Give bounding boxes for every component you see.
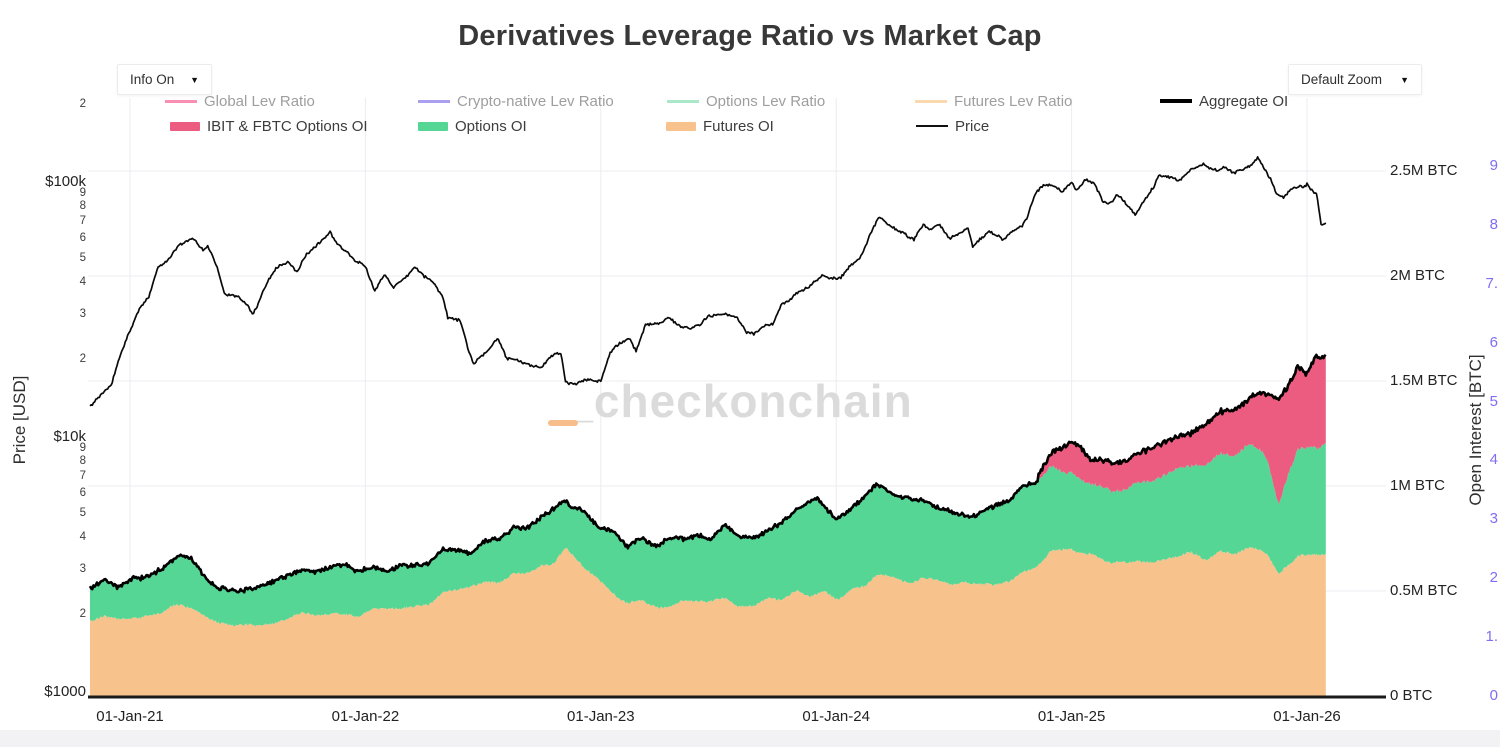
legend-swatch	[915, 99, 947, 103]
price-axis-minor-tick: 7	[79, 469, 86, 482]
price-axis-major-tick: $10k	[53, 428, 86, 445]
ibit-fbtc-options-oi-area	[90, 354, 1326, 593]
price-axis-minor-tick: 2	[79, 353, 86, 366]
legend-item-options-lev-ratio[interactable]: Options Lev Ratio	[667, 92, 826, 110]
legend-item-ibit-fbtc-options-oi[interactable]: IBIT & FBTC Options OI	[170, 117, 368, 135]
price-axis-minor-tick: 3	[79, 308, 86, 321]
leverage-ratio-axis-tick: 1.	[1485, 628, 1498, 646]
legend-swatch	[666, 121, 696, 131]
price-axis-minor-tick: 5	[79, 506, 86, 519]
price-axis-minor-tick: 7	[79, 214, 86, 227]
legend-item-futures-lev-ratio[interactable]: Futures Lev Ratio	[915, 92, 1073, 110]
legend-swatch	[1160, 99, 1192, 103]
price-axis-minor-tick: 8	[79, 199, 86, 212]
leverage-ratio-axis-tick: 7.	[1485, 274, 1498, 292]
x-axis-date-tick: 01-Jan-26	[1273, 708, 1341, 725]
legend-label: Options OI	[455, 117, 527, 135]
legend-item-aggregate-oi[interactable]: Aggregate OI	[1160, 92, 1289, 110]
x-axis-date-tick: 01-Jan-25	[1037, 708, 1106, 725]
legend-item-price[interactable]: Price	[916, 117, 990, 135]
price-axis-minor-tick: 5	[79, 251, 86, 264]
left-axis-title: Price [USD]	[10, 375, 29, 465]
leverage-ratio-axis-tick: 9	[1489, 156, 1498, 174]
price-line	[89, 156, 1327, 407]
chevron-down-icon: ▼	[1400, 74, 1409, 85]
x-axis-date-tick: 01-Jan-21	[96, 708, 164, 725]
options-oi-area	[90, 443, 1326, 627]
legend-swatch	[667, 99, 699, 103]
legend-swatch	[916, 125, 948, 127]
price-axis-major-tick: $1000	[44, 683, 86, 700]
chevron-down-icon: ▼	[190, 74, 199, 85]
legend-swatch	[418, 99, 450, 103]
legend-label: Global Lev Ratio	[204, 92, 315, 110]
footer-band	[0, 730, 1500, 747]
price-axis-minor-tick: 2	[79, 608, 86, 621]
x-axis-date-tick: 01-Jan-23	[567, 708, 635, 725]
info-on-dropdown-label: Info On	[130, 72, 175, 87]
right-axis-title: Open Interest [BTC]	[1466, 354, 1485, 506]
price-axis-major-tick: $100k	[45, 173, 86, 190]
leverage-ratio-axis-tick: 3	[1489, 510, 1498, 528]
leverage-ratio-axis-tick: 5	[1489, 392, 1498, 410]
watermark: _checkonchain	[567, 375, 913, 427]
open-interest-axis-tick: 2M BTC	[1390, 267, 1446, 284]
open-interest-axis-tick: 2.5M BTC	[1390, 162, 1458, 179]
legend-label: Crypto-native Lev Ratio	[457, 92, 614, 110]
aggregate-oi-line	[88, 353, 1327, 594]
open-interest-axis-tick: 0.5M BTC	[1390, 582, 1458, 599]
default-zoom-dropdown[interactable]: Default Zoom ▼	[1288, 64, 1422, 95]
legend-swatch	[165, 99, 197, 103]
price-axis-minor-tick: 2	[79, 98, 86, 111]
legend-label: Options Lev Ratio	[706, 92, 826, 110]
x-axis-date-tick: 01-Jan-22	[331, 708, 400, 725]
default-zoom-dropdown-label: Default Zoom	[1301, 72, 1383, 87]
legend-item-global-lev-ratio[interactable]: Global Lev Ratio	[165, 92, 315, 110]
price-axis-minor-tick: 4	[79, 531, 86, 544]
price-axis-minor-tick: 6	[79, 486, 86, 499]
leverage-ratio-axis-tick: 2	[1489, 569, 1498, 587]
open-interest-axis-tick: 0 BTC	[1390, 687, 1433, 704]
legend-label: Futures Lev Ratio	[954, 92, 1073, 110]
open-interest-axis-tick: 1.5M BTC	[1390, 372, 1458, 389]
leverage-ratio-axis-tick: 6	[1489, 333, 1498, 351]
legend-swatch	[170, 121, 200, 131]
price-axis-minor-tick: 9	[79, 186, 86, 199]
legend-item-futures-oi[interactable]: Futures OI	[666, 117, 774, 135]
x-axis-date-tick: 01-Jan-24	[802, 708, 870, 725]
legend-swatch	[418, 121, 448, 131]
legend-label: Aggregate OI	[1199, 92, 1289, 110]
legend-item-options-oi[interactable]: Options OI	[418, 117, 527, 135]
legend-label: Futures OI	[703, 117, 774, 135]
price-axis-minor-tick: 9	[79, 441, 86, 454]
info-on-dropdown[interactable]: Info On ▼	[117, 64, 212, 95]
page-title: Derivatives Leverage Ratio vs Market Cap	[458, 20, 1042, 52]
legend-label: Price	[955, 117, 990, 135]
price-axis-minor-tick: 6	[79, 231, 86, 244]
leverage-ratio-axis-tick: 0	[1489, 687, 1498, 704]
open-interest-axis-tick: 1M BTC	[1390, 477, 1446, 494]
price-axis-minor-tick: 8	[79, 454, 86, 467]
legend-item-crypto-native-lev-ratio[interactable]: Crypto-native Lev Ratio	[418, 92, 614, 110]
leverage-ratio-axis-tick: 4	[1489, 451, 1498, 469]
futures-oi-area	[90, 546, 1326, 697]
price-axis-minor-tick: 4	[79, 276, 86, 289]
leverage-ratio-axis-tick: 8	[1489, 215, 1498, 233]
price-axis-minor-tick: 3	[79, 563, 86, 576]
watermark-underscore-dash	[548, 420, 578, 426]
legend-label: IBIT & FBTC Options OI	[207, 117, 368, 135]
